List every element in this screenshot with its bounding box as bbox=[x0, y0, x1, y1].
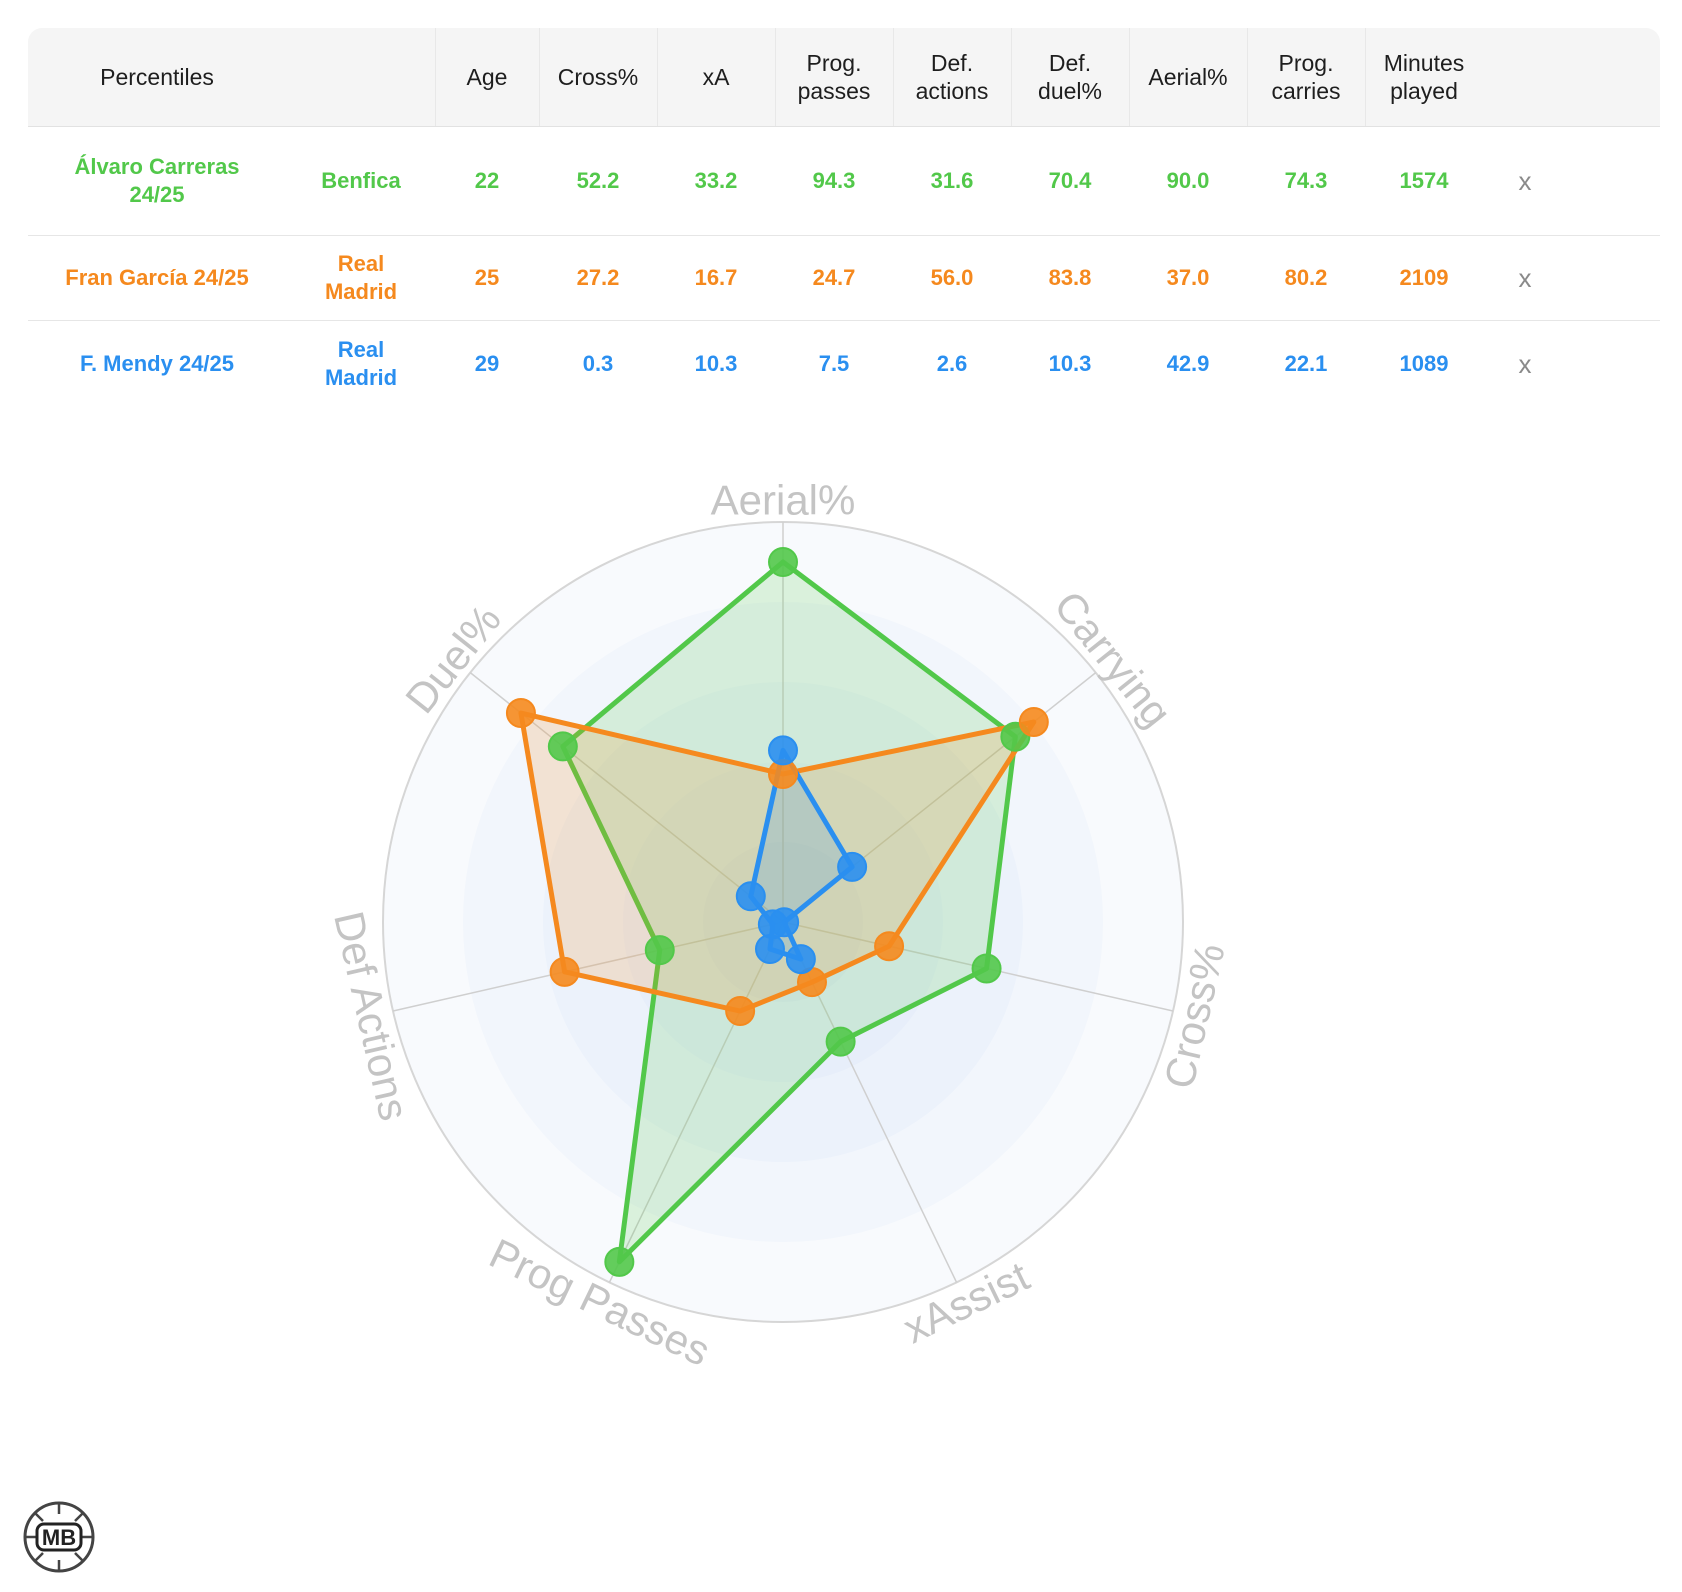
header-divider bbox=[1129, 28, 1130, 126]
data-point bbox=[837, 851, 868, 882]
data-point bbox=[754, 934, 785, 965]
header-xa[interactable]: xA bbox=[702, 64, 730, 90]
data-point bbox=[725, 996, 756, 1027]
data-point bbox=[549, 956, 580, 987]
data-point bbox=[971, 953, 1002, 984]
value-def-actions: 31.6 bbox=[930, 168, 974, 193]
header-divider bbox=[657, 28, 658, 126]
value-def-duel: 10.3 bbox=[1048, 351, 1092, 376]
table-header: Percentiles Age Cross% xA Prog. passes De… bbox=[28, 28, 1660, 127]
header-divider bbox=[893, 28, 894, 126]
data-point bbox=[604, 1246, 635, 1277]
table-row: Álvaro Carreras 24/25 Benfica 22 52.2 33.… bbox=[28, 127, 1660, 236]
value-cross: 52.2 bbox=[576, 168, 620, 193]
value-def-actions: 2.6 bbox=[936, 351, 968, 376]
percentiles-table: Percentiles Age Cross% xA Prog. passes De… bbox=[28, 28, 1660, 407]
header-age[interactable]: Age bbox=[466, 64, 508, 90]
player-name[interactable]: Fran García 24/25 bbox=[65, 265, 249, 290]
header-cross[interactable]: Cross% bbox=[557, 64, 639, 90]
data-point bbox=[757, 909, 788, 940]
header-prog-passes[interactable]: Prog. passes bbox=[797, 50, 871, 104]
data-point bbox=[874, 931, 905, 962]
value-cross: 0.3 bbox=[582, 351, 614, 376]
value-aerial: 37.0 bbox=[1166, 265, 1210, 290]
header-divider bbox=[539, 28, 540, 126]
value-aerial: 42.9 bbox=[1166, 351, 1210, 376]
value-age: 29 bbox=[474, 351, 500, 376]
value-cross: 27.2 bbox=[576, 265, 620, 290]
value-prog-carries: 74.3 bbox=[1284, 168, 1328, 193]
team-name: Real Madrid bbox=[324, 337, 398, 390]
player-name[interactable]: Álvaro Carreras 24/25 bbox=[74, 154, 240, 207]
remove-player-button[interactable]: x bbox=[1518, 263, 1532, 293]
header-def-duel[interactable]: Def. duel% bbox=[1038, 50, 1102, 104]
header-minutes-played[interactable]: Minutes played bbox=[1383, 50, 1465, 104]
header-prog-carries[interactable]: Prog. carries bbox=[1271, 50, 1341, 104]
data-point bbox=[1018, 706, 1049, 737]
data-point bbox=[547, 731, 578, 762]
value-prog-carries: 80.2 bbox=[1284, 265, 1328, 290]
value-prog-passes: 24.7 bbox=[812, 265, 856, 290]
value-def-actions: 56.0 bbox=[930, 265, 974, 290]
ball-badge-icon: MB bbox=[23, 1501, 95, 1573]
value-prog-passes: 7.5 bbox=[818, 351, 850, 376]
remove-player-button[interactable]: x bbox=[1518, 349, 1532, 379]
value-age: 25 bbox=[474, 265, 500, 290]
value-minutes-played: 1089 bbox=[1399, 351, 1449, 376]
data-point bbox=[644, 935, 675, 966]
header-aerial[interactable]: Aerial% bbox=[1148, 64, 1228, 90]
series-area bbox=[518, 710, 1037, 1014]
value-xa: 33.2 bbox=[694, 168, 738, 193]
data-point bbox=[735, 881, 766, 912]
data-point bbox=[825, 1026, 856, 1057]
header-divider bbox=[1365, 28, 1366, 126]
value-def-duel: 83.8 bbox=[1048, 265, 1092, 290]
header-divider bbox=[435, 28, 436, 126]
radar-spoke bbox=[392, 921, 784, 1012]
value-aerial: 90.0 bbox=[1166, 168, 1210, 193]
logo-text: MB bbox=[42, 1525, 76, 1550]
header-divider bbox=[1247, 28, 1248, 126]
value-def-duel: 70.4 bbox=[1048, 168, 1092, 193]
value-age: 22 bbox=[474, 168, 500, 193]
data-point bbox=[768, 735, 798, 766]
data-point bbox=[505, 698, 536, 729]
value-prog-passes: 94.3 bbox=[812, 168, 856, 193]
header-percentiles: Percentiles bbox=[100, 64, 214, 90]
radar-spoke bbox=[608, 921, 784, 1283]
value-xa: 16.7 bbox=[694, 265, 738, 290]
header-def-actions[interactable]: Def. actions bbox=[915, 50, 989, 104]
data-point bbox=[768, 547, 798, 577]
table-row: Fran García 24/25 Real Madrid 25 27.2 16.… bbox=[28, 236, 1660, 321]
value-minutes-played: 1574 bbox=[1399, 168, 1449, 193]
value-minutes-played: 2109 bbox=[1399, 265, 1449, 290]
header-divider bbox=[1011, 28, 1012, 126]
team-name: Real Madrid bbox=[324, 251, 398, 304]
header-divider bbox=[775, 28, 776, 126]
axis-label: Aerial% bbox=[711, 477, 856, 524]
remove-player-button[interactable]: x bbox=[1518, 166, 1532, 196]
player-name[interactable]: F. Mendy 24/25 bbox=[79, 351, 235, 376]
data-point bbox=[785, 944, 816, 975]
value-xa: 10.3 bbox=[694, 351, 738, 376]
table-row: F. Mendy 24/25 Real Madrid 29 0.3 10.3 7.… bbox=[28, 321, 1660, 407]
value-prog-carries: 22.1 bbox=[1284, 351, 1328, 376]
team-name: Benfica bbox=[321, 168, 401, 193]
